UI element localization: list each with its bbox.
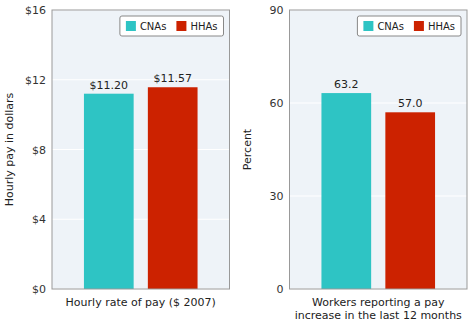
bars (321, 93, 435, 289)
grid-line (52, 219, 230, 220)
data-label: $11.57 (153, 72, 192, 85)
data-label: 57.0 (398, 97, 423, 110)
bar (148, 87, 198, 289)
legend-swatch (414, 21, 424, 31)
y-axis-label: Percent (241, 128, 254, 170)
legend-box (120, 16, 224, 36)
legend-swatch (126, 21, 136, 31)
legend-label: CNAs (377, 21, 404, 32)
legend-label: HHAs (428, 21, 455, 32)
x-axis-label: Workers reporting a payincrease in the l… (295, 296, 462, 322)
legend-label: HHAs (190, 21, 217, 32)
legend: CNAs HHAs (120, 16, 224, 36)
y-tick-label: $16 (25, 4, 46, 17)
legend-swatch (176, 21, 186, 31)
x-axis-label-line: Workers reporting a pay (312, 296, 445, 309)
grid-line (52, 79, 230, 80)
legend-swatch (363, 21, 373, 31)
legend-box (357, 16, 461, 36)
grid-line (290, 102, 468, 103)
y-tick-label: 60 (270, 97, 284, 110)
plot-frame (52, 10, 230, 289)
y-tick-label: 90 (270, 4, 284, 17)
y-axis-label: Hourly pay in dollars (3, 92, 16, 206)
legend-label: CNAs (140, 21, 167, 32)
panel: 0 30 60 90 63.2 57.0 Percent Workers reporting … (241, 4, 468, 322)
bar (385, 112, 435, 289)
data-label: 63.2 (334, 78, 359, 91)
plot-background (290, 10, 468, 289)
x-axis-label-line: increase in the last 12 months (295, 309, 462, 322)
grid-line (52, 149, 230, 150)
data-labels: $11.20 $11.57 (90, 72, 192, 91)
y-tick-label: $0 (32, 283, 46, 296)
plot-frame (290, 10, 468, 289)
legend: CNAs HHAs (357, 16, 461, 36)
x-axis-label-line: Hourly rate of pay ($ 2007) (66, 296, 216, 309)
chart-root: $0 $4 $8 $12 $16 $11.20 $11.57 Hourly pay in do… (0, 0, 475, 333)
bars (84, 87, 198, 289)
panel: $0 $4 $8 $12 $16 $11.20 $11.57 Hourly pay in do… (3, 4, 230, 309)
data-label: $11.20 (90, 79, 129, 92)
bar (321, 93, 371, 289)
y-tick-label: $8 (32, 144, 46, 157)
y-tick-label: 0 (277, 283, 284, 296)
grid-line (290, 195, 468, 196)
y-tick-label: 30 (270, 190, 284, 203)
y-tick-label: $4 (32, 213, 46, 226)
y-tick-label: $12 (25, 74, 46, 87)
data-labels: 63.2 57.0 (334, 78, 422, 110)
x-axis-label: Hourly rate of pay ($ 2007) (66, 296, 216, 309)
plot-background (52, 10, 230, 289)
bar (84, 94, 134, 289)
